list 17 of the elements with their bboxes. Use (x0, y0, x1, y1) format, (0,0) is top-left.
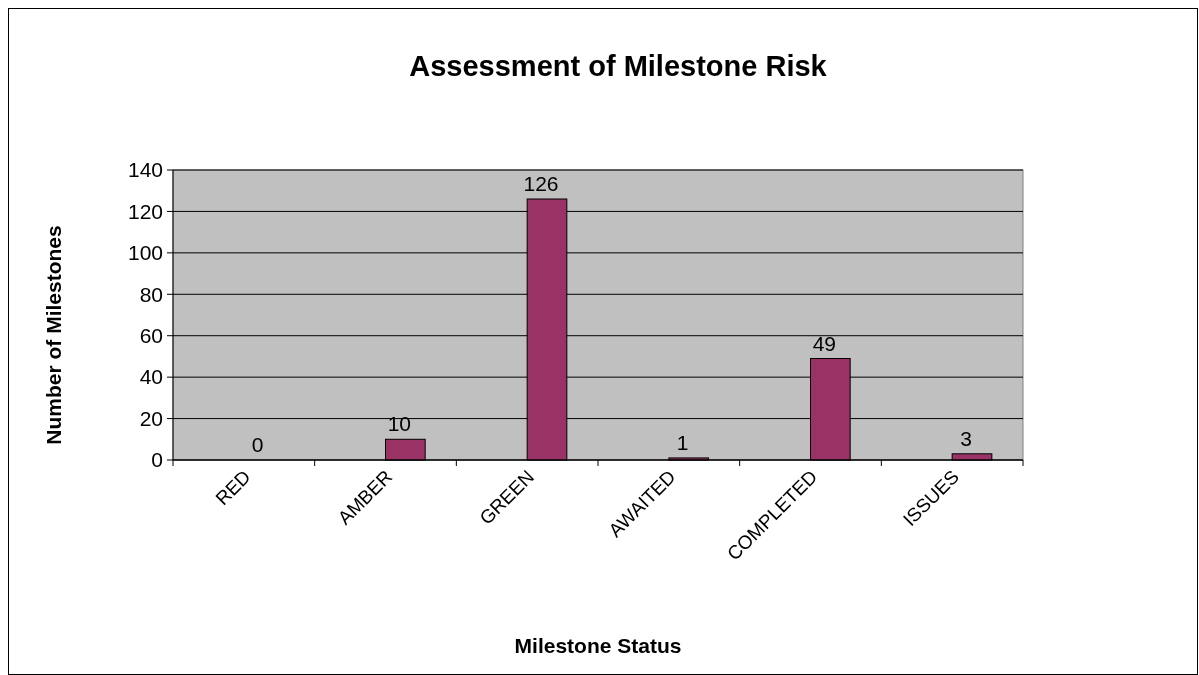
y-tick-label: 60 (139, 324, 163, 348)
y-tick-label: 20 (139, 406, 163, 430)
x-axis-title: Milestone Status (514, 634, 682, 657)
data-label: 126 (523, 172, 559, 195)
y-tick-label: 100 (127, 241, 163, 265)
y-tick-label: 120 (127, 199, 163, 223)
data-label: 10 (387, 412, 412, 436)
y-tick-label: 80 (139, 282, 163, 306)
y-axis-title: Number of Milestones (42, 225, 65, 445)
data-label: 49 (812, 331, 837, 355)
chart-title: Assessment of Milestone Risk (409, 50, 828, 82)
data-label: 3 (960, 426, 972, 450)
data-label: 1 (676, 430, 689, 454)
y-tick-label: 140 (127, 158, 163, 182)
data-label: 0 (251, 433, 264, 456)
y-tick-label: 40 (139, 365, 163, 389)
y-tick-label: 0 (151, 448, 163, 472)
